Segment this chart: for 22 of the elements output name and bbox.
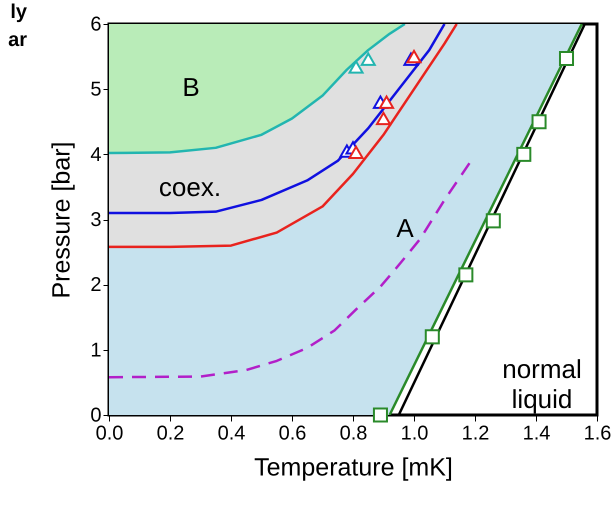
x-tick-label: 1.4	[522, 422, 550, 444]
y-tick-label: 4	[90, 144, 102, 166]
x-tick-label: 0.8	[340, 422, 368, 444]
y-tick-label: 2	[90, 274, 102, 296]
annotation: coex.	[158, 172, 222, 202]
y-tick-label: 1	[90, 339, 102, 362]
text: ar	[8, 29, 28, 51]
y-axis-title: Pressure [bar]	[47, 141, 76, 299]
annotation: B	[182, 72, 200, 102]
x-axis-title: Temperature [mK]	[254, 454, 453, 482]
y-tick-label: 3	[90, 209, 102, 231]
x-tick-label: 0.6	[278, 422, 306, 444]
x-tick-label: 1.6	[584, 422, 612, 444]
x-tick-label: 1.2	[462, 422, 490, 444]
x-tick-label: 0.4	[218, 422, 246, 444]
y-tick-label: 5	[90, 78, 102, 101]
x-tick-label: 1.0	[400, 422, 428, 444]
y-tick-label: 6	[90, 14, 102, 36]
annotation: A	[396, 213, 414, 243]
text: ly	[10, 1, 28, 23]
x-tick-label: 0.2	[156, 422, 184, 444]
annotation: normal liquid	[502, 354, 582, 414]
